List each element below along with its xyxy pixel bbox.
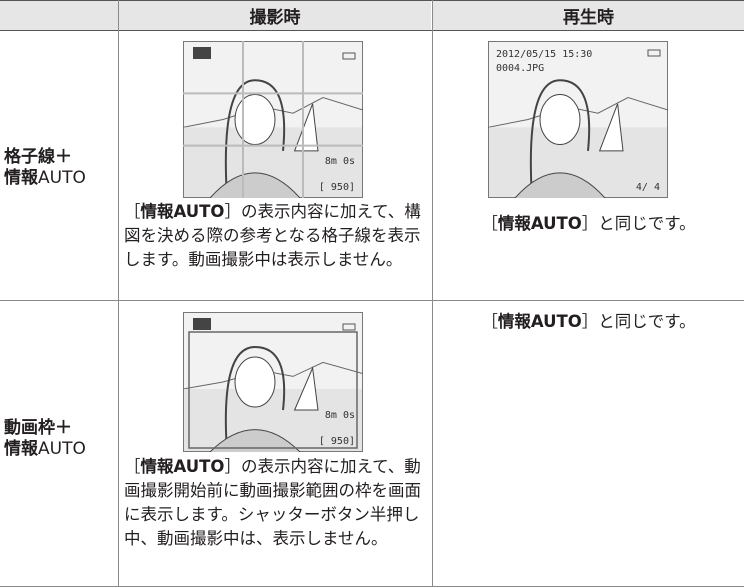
- label-bold: 情報: [4, 168, 38, 188]
- text-bold: 情報AUTO: [140, 202, 225, 221]
- text-bold: 情報AUTO: [497, 312, 582, 331]
- description: ［情報AUTO］と同じです。: [433, 310, 744, 334]
- text: ］の表示内容に加えて、構図を決める際の参考となる格子線を表示します。動画撮影中は…: [124, 202, 421, 269]
- face: [539, 94, 581, 145]
- mountains: [183, 96, 363, 128]
- text: ］と同じです。: [581, 214, 696, 233]
- description: ［情報AUTO］の表示内容に加えて、構図を決める際の参考となる格子線を表示します…: [124, 200, 428, 272]
- remaining-shots: [ 950]: [319, 182, 355, 193]
- hair: [224, 79, 286, 198]
- label-line: 動画枠＋: [4, 418, 72, 438]
- mountains: [488, 96, 668, 128]
- text: ］と同じです。: [581, 312, 696, 331]
- text: ［: [124, 202, 141, 221]
- mountains: [183, 361, 363, 390]
- label-line: 格子線＋: [4, 147, 72, 167]
- label-text: AUTO: [38, 439, 86, 459]
- frame-count: 4/ 4: [636, 182, 660, 193]
- hair: [529, 79, 591, 198]
- face: [234, 356, 276, 408]
- remaining-shots: [ 950]: [319, 436, 355, 447]
- header-cell: 再生時: [433, 1, 744, 30]
- sailboat: [293, 366, 319, 411]
- battery-icon: [647, 49, 661, 57]
- description: ［情報AUTO］の表示内容に加えて、動画撮影開始前に動画撮影範囲の枠を画面に表示…: [124, 455, 428, 551]
- description: ［情報AUTO］と同じです。: [433, 212, 744, 236]
- text: ［: [481, 214, 498, 233]
- label-bold: 情報: [4, 439, 38, 459]
- shoulders: [514, 172, 606, 198]
- date-time: 2012/05/15 15:30: [496, 49, 592, 60]
- camera-screen: 8m 0s [ 950]: [183, 312, 363, 452]
- rule: [118, 0, 119, 587]
- battery-icon: [342, 52, 356, 60]
- file-name: 0004.JPG: [496, 63, 544, 74]
- rule: [0, 300, 744, 301]
- text-bold: 情報AUTO: [140, 457, 225, 476]
- label-text: AUTO: [38, 168, 86, 188]
- rule: [0, 0, 744, 1]
- hair: [224, 345, 286, 452]
- rule: [0, 30, 744, 31]
- mode-icon: [193, 318, 211, 330]
- rule: [432, 0, 433, 587]
- movie-time: 8m 0s: [325, 410, 355, 421]
- mode-icon: [193, 47, 211, 59]
- face: [234, 94, 276, 145]
- row-label: 格子線＋ 情報AUTO: [4, 147, 86, 189]
- text: ［: [481, 312, 498, 331]
- movie-frame: [188, 331, 358, 449]
- row-label: 動画枠＋ 情報AUTO: [4, 418, 86, 460]
- sailboat: [598, 103, 624, 152]
- text: ［: [124, 457, 141, 476]
- text: ］の表示内容に加えて、動画撮影開始前に動画撮影範囲の枠を画面に表示します。シャッ…: [124, 457, 421, 548]
- camera-screen: 8m 0s [ 950]: [183, 41, 363, 198]
- playback-screen: 2012/05/15 15:30 0004.JPG 4/ 4: [488, 41, 668, 198]
- shoulders: [209, 172, 301, 198]
- text-bold: 情報AUTO: [497, 214, 582, 233]
- movie-time: 8m 0s: [325, 156, 355, 167]
- shoulders: [209, 429, 301, 452]
- header-cell: 撮影時: [119, 1, 431, 30]
- battery-icon: [342, 323, 356, 331]
- header-blank: [0, 1, 118, 30]
